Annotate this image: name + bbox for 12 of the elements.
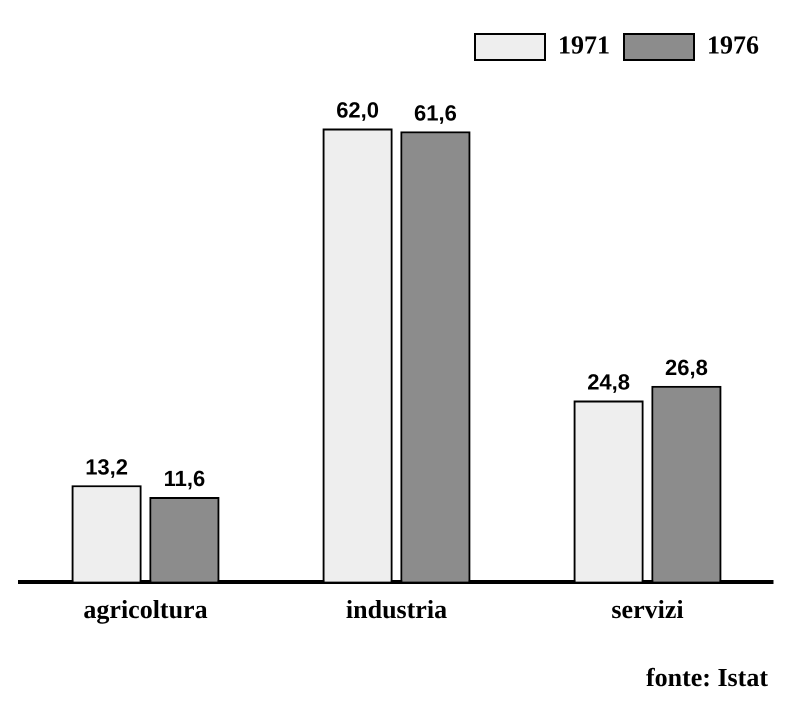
data-label: 26,8 bbox=[664, 354, 708, 380]
x-tick-label: agricoltura bbox=[83, 595, 208, 624]
legend-label: 1971 bbox=[558, 30, 610, 60]
x-tick-label: servizi bbox=[611, 595, 684, 624]
data-label: 62,0 bbox=[336, 98, 380, 123]
data-label: 24,8 bbox=[587, 370, 630, 395]
data-label: 61,6 bbox=[414, 100, 457, 126]
legend-label: 1976 bbox=[707, 30, 759, 60]
data-label: 11,6 bbox=[164, 466, 206, 492]
x-tick-label: industria bbox=[346, 595, 448, 624]
source-note: fonte: Istat bbox=[646, 663, 768, 692]
data-label: 13,2 bbox=[85, 454, 128, 480]
